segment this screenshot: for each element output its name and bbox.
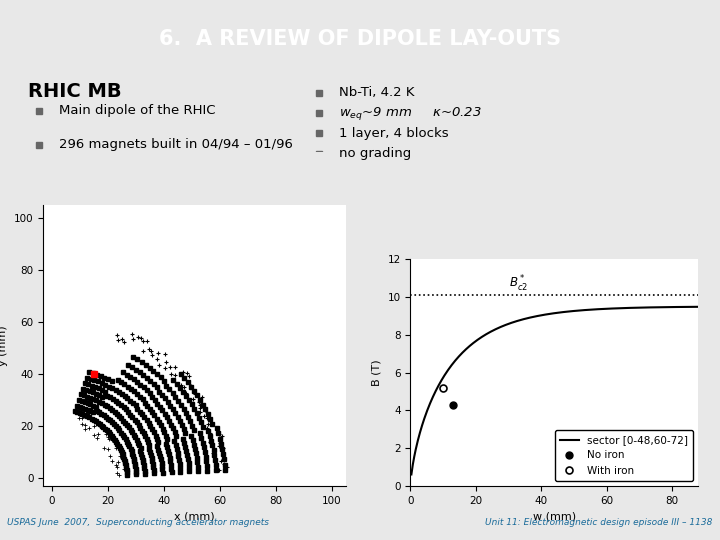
X-axis label: x (mm): x (mm) — [174, 511, 215, 521]
Text: 1 layer, 4 blocks: 1 layer, 4 blocks — [339, 127, 449, 140]
Line: sector [0-48,60-72]: sector [0-48,60-72] — [411, 307, 698, 475]
Text: Main dipole of the RHIC: Main dipole of the RHIC — [59, 104, 216, 117]
Y-axis label: y (mm): y (mm) — [0, 325, 9, 366]
Text: Unit 11: Electromagnetic design episode III – 1138: Unit 11: Electromagnetic design episode … — [485, 518, 713, 527]
sector [0-48,60-72] — [588, 306, 596, 313]
Text: $B^*_{c2}$: $B^*_{c2}$ — [508, 274, 528, 294]
Legend: sector [0-48,60-72], No iron, With iron: sector [0-48,60-72], No iron, With iron — [554, 430, 693, 481]
sector [0-48,60-72] — [694, 303, 703, 310]
X-axis label: w (mm): w (mm) — [533, 511, 576, 521]
Text: $w_{eq}$~9 mm     $\kappa$~0.23: $w_{eq}$~9 mm $\kappa$~0.23 — [339, 105, 482, 122]
sector [0-48,60-72] — [616, 305, 624, 312]
Text: 296 magnets built in 04/94 – 01/96: 296 magnets built in 04/94 – 01/96 — [59, 138, 293, 151]
Text: RHIC MB: RHIC MB — [28, 82, 122, 102]
Text: no grading: no grading — [339, 147, 412, 160]
Text: 6.  A REVIEW OF DIPOLE LAY-OUTS: 6. A REVIEW OF DIPOLE LAY-OUTS — [159, 29, 561, 49]
sector [0-48,60-72] — [500, 322, 509, 328]
Text: Nb-Ti, 4.2 K: Nb-Ti, 4.2 K — [339, 86, 415, 99]
sector [0-48,60-72] — [614, 305, 623, 312]
sector [0-48,60-72] — [521, 315, 529, 322]
Text: USPAS June  2007,  Superconducting accelerator magnets: USPAS June 2007, Superconducting acceler… — [7, 518, 269, 527]
Y-axis label: B (T): B (T) — [372, 359, 382, 386]
sector [0-48,60-72] — [407, 471, 415, 478]
sector [0-48,60-72] — [441, 370, 450, 376]
